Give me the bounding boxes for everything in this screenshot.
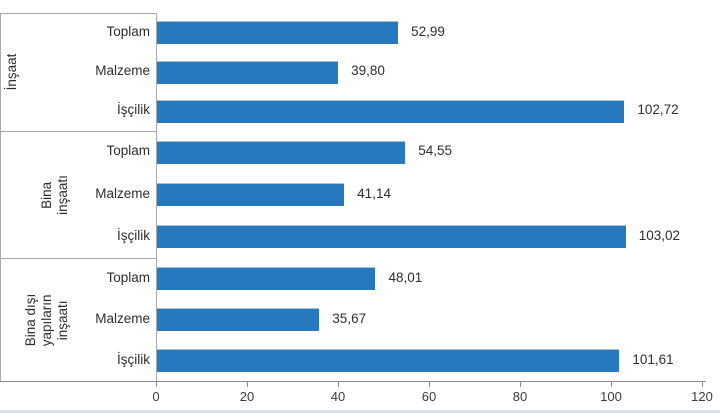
category-label: Toplam <box>106 143 150 159</box>
bar <box>157 183 345 206</box>
category-label: Malzeme <box>95 63 150 78</box>
x-axis-tick-mark <box>520 382 521 387</box>
bottom-edge-strip <box>0 410 720 413</box>
group-separator-line <box>0 13 157 14</box>
bar <box>157 225 626 249</box>
group-separator-line <box>0 131 157 132</box>
value-label: 101,61 <box>632 351 674 367</box>
x-axis-tick-label: 60 <box>421 389 437 404</box>
category-label: Toplam <box>106 269 150 285</box>
value-label: 39,80 <box>351 63 385 78</box>
x-axis-tick-mark <box>429 382 430 387</box>
value-label: 52,99 <box>411 23 445 39</box>
x-axis-tick-label: 80 <box>512 389 528 404</box>
x-axis-tick-mark <box>338 382 339 387</box>
bar <box>157 99 625 123</box>
bar <box>157 349 620 372</box>
x-axis-tick-mark <box>156 382 157 387</box>
bar <box>157 267 376 290</box>
x-axis-line <box>0 381 706 382</box>
value-label: 102,72 <box>637 102 679 118</box>
value-label: 35,67 <box>332 310 367 326</box>
x-axis-tick-mark <box>247 382 248 387</box>
category-label: İşçilik <box>117 102 150 118</box>
bar <box>157 60 339 84</box>
x-axis-tick-mark <box>702 382 703 387</box>
x-axis-tick-label: 0 <box>152 389 160 404</box>
value-label: 54,55 <box>418 143 452 159</box>
x-axis-tick-label: 100 <box>600 389 622 404</box>
x-axis-tick-label: 20 <box>239 389 255 404</box>
value-label: 103,02 <box>638 227 681 243</box>
category-label: Malzeme <box>95 185 150 201</box>
value-axis-zero-line <box>156 13 157 381</box>
category-label: İşçilik <box>117 227 150 243</box>
category-label: Malzeme <box>95 310 150 326</box>
category-label: İşçilik <box>117 351 150 367</box>
category-label: Toplam <box>106 23 150 39</box>
x-axis-tick-mark <box>611 382 612 387</box>
bar <box>157 21 399 45</box>
value-label: 48,01 <box>388 269 423 285</box>
value-label: 41,14 <box>357 185 391 201</box>
group-label: İnşaat <box>4 53 19 91</box>
bar <box>157 308 320 331</box>
x-axis-tick-label: 120 <box>691 389 713 404</box>
x-axis-tick-label: 40 <box>330 389 346 404</box>
bar <box>157 140 406 164</box>
group-separator-line <box>0 258 157 259</box>
category-area-left-border <box>0 13 1 381</box>
